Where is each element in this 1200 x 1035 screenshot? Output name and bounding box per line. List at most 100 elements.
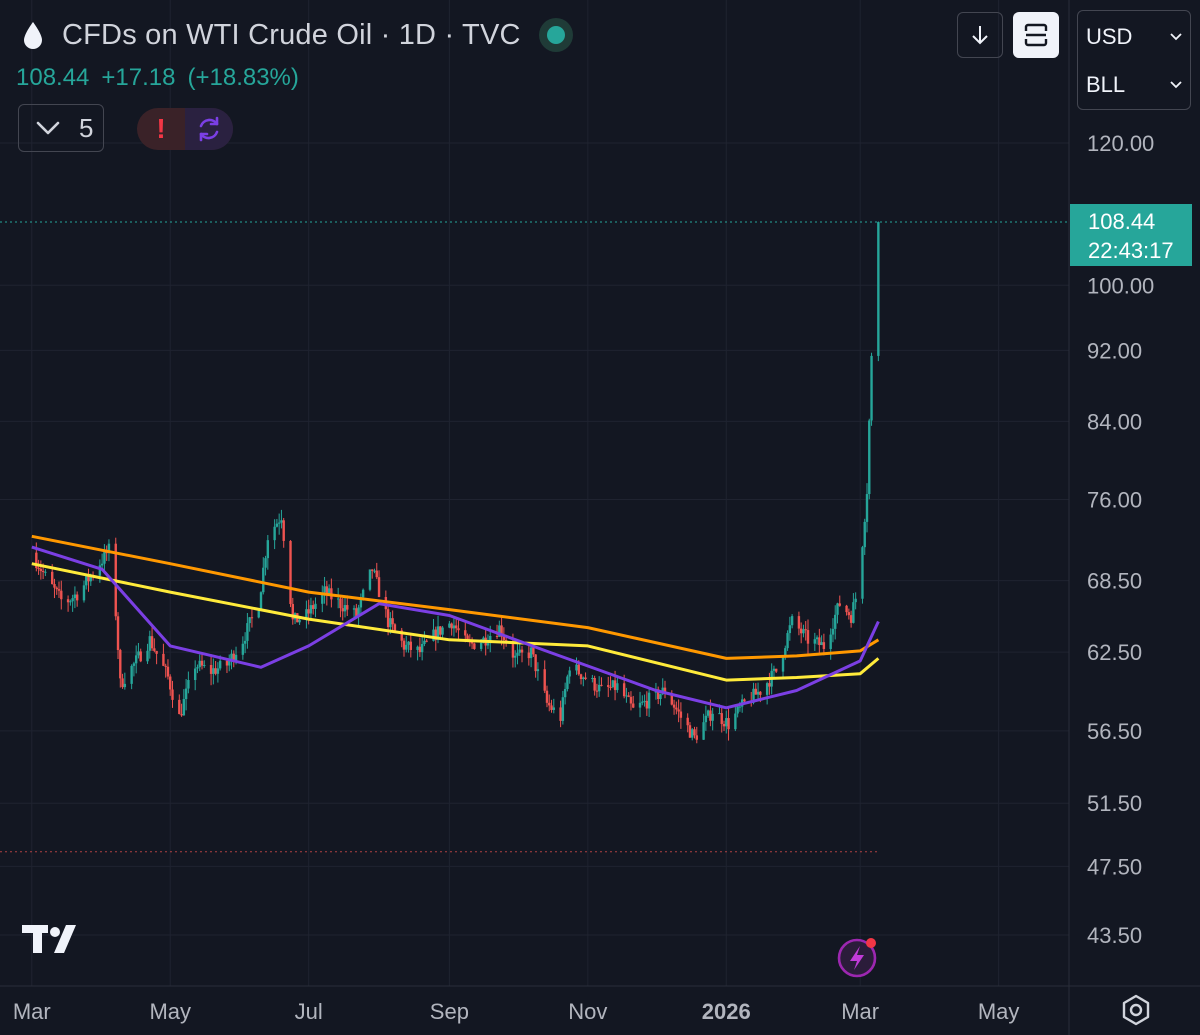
candle-body: [386, 609, 390, 628]
candle-body: [71, 598, 74, 602]
candle-body: [738, 706, 742, 708]
candle-body: [314, 603, 317, 609]
bar-countdown: 22:43:17: [1088, 238, 1174, 263]
price-change-pct: (+18.83%): [187, 64, 299, 91]
candle-body: [845, 605, 848, 613]
candle-body: [641, 701, 644, 703]
candle-body: [575, 664, 578, 671]
indicators-toggle-button[interactable]: 5: [18, 104, 104, 152]
candle-body: [765, 683, 769, 695]
x-axis-labels: Mar May Jul Sep Nov 2026 Mar May: [13, 999, 1020, 1024]
candle-body: [704, 715, 708, 723]
candle-body: [150, 636, 154, 649]
currency-select[interactable]: USD: [1086, 15, 1186, 59]
candle-body: [647, 692, 651, 709]
symbol-title[interactable]: CFDs on WTI Crude Oil · 1D · TVC: [62, 18, 521, 51]
candle-body: [282, 520, 285, 541]
candle-body: [815, 637, 819, 640]
y-tick-label: 76.00: [1087, 488, 1142, 513]
x-tick-label: May: [978, 999, 1020, 1024]
candle-body: [457, 628, 460, 631]
candle-body: [87, 576, 90, 582]
candle-body: [341, 608, 344, 612]
candle-body: [137, 651, 140, 656]
x-tick-label: Mar: [841, 999, 879, 1024]
candle-body: [450, 623, 453, 629]
candle-body: [552, 707, 555, 710]
tradingview-logo[interactable]: [22, 922, 86, 956]
candle-body: [600, 684, 603, 686]
candle-body: [752, 688, 755, 703]
candle-body: [529, 647, 533, 659]
candle-body: [768, 683, 771, 687]
y-tick-label: 56.50: [1087, 719, 1142, 744]
candle-body: [534, 654, 537, 672]
candle-body: [327, 588, 331, 595]
candle-body: [146, 650, 149, 662]
candle-body: [182, 699, 186, 716]
candle-body: [132, 663, 136, 666]
y-tick-label: 47.50: [1087, 854, 1142, 879]
candle-body: [831, 628, 835, 635]
candle-body: [790, 616, 794, 626]
candle-body: [820, 642, 823, 646]
unit-value: BLL: [1086, 72, 1126, 97]
candle-body: [579, 674, 583, 680]
lightning-icon[interactable]: [836, 936, 880, 980]
candle-body: [727, 718, 730, 730]
data-status-pill[interactable]: !: [137, 108, 233, 150]
chevron-down-icon: [1170, 81, 1182, 89]
unit-select[interactable]: BLL: [1086, 63, 1186, 107]
candle-body: [359, 597, 363, 608]
candle-body: [473, 643, 476, 649]
scroll-to-latest-button[interactable]: [957, 12, 1003, 58]
candle-body: [407, 641, 410, 645]
candle-body: [418, 646, 422, 653]
candle-body: [663, 687, 667, 694]
candle-body: [781, 655, 785, 672]
candle-body: [622, 683, 626, 697]
currency-value: USD: [1086, 24, 1133, 49]
fullscreen-button[interactable]: [1013, 12, 1059, 58]
candle-body: [325, 586, 329, 595]
candle-body: [613, 680, 617, 691]
candle-body: [423, 640, 426, 645]
candle-body: [609, 686, 612, 688]
candle-body: [121, 678, 124, 688]
alert-icon[interactable]: !: [156, 113, 166, 144]
candle-body: [498, 625, 501, 637]
sync-icon[interactable]: [185, 108, 233, 150]
y-tick-label: 43.50: [1087, 923, 1142, 948]
candle-body: [486, 643, 490, 646]
candle-body: [171, 689, 174, 700]
candle-body: [436, 626, 440, 640]
candle-body: [479, 642, 483, 649]
candle-body: [85, 576, 88, 586]
candle-body: [257, 610, 260, 618]
candle-body: [516, 652, 519, 656]
candle-body: [784, 648, 787, 656]
candle-body: [391, 618, 394, 625]
candle-body: [139, 651, 142, 662]
candle-body: [291, 603, 294, 620]
candle-body: [466, 635, 469, 642]
candle-body: [532, 647, 535, 655]
candle-body: [863, 521, 866, 548]
candle-body: [693, 729, 696, 736]
candle-body: [416, 646, 419, 650]
candle-body: [228, 660, 231, 666]
candle-body: [543, 669, 546, 691]
candle-body: [309, 605, 313, 614]
candle-body: [218, 660, 222, 669]
candle-body: [289, 540, 292, 604]
gear-icon[interactable]: [1120, 994, 1152, 1026]
indicator-count: 5: [79, 112, 94, 143]
candle-body: [545, 690, 549, 703]
candle-body: [60, 590, 63, 600]
candle-body: [53, 584, 56, 588]
y-tick-label: 92.00: [1087, 338, 1142, 363]
candle-body: [849, 615, 853, 623]
candle-body: [107, 543, 111, 554]
candle-body: [277, 522, 281, 524]
candle-body: [566, 676, 569, 690]
